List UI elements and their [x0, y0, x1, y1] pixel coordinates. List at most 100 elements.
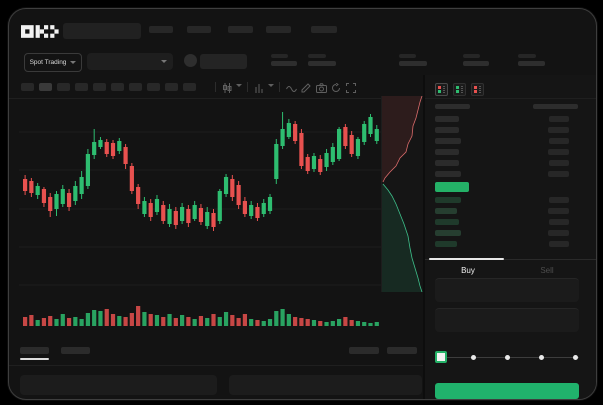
tab-buy[interactable]: Buy [461, 266, 475, 275]
amount-slider[interactable] [435, 350, 579, 363]
chart-scale-toggle[interactable] [387, 347, 417, 354]
panel-divider [423, 75, 425, 399]
order-panel-bg [425, 75, 596, 399]
camera-icon[interactable] [315, 82, 327, 94]
fullscreen-icon[interactable] [345, 82, 357, 94]
price-input[interactable] [435, 278, 579, 302]
ask-row-amount [549, 160, 569, 166]
nav-item[interactable] [228, 26, 253, 33]
candlestick-chart [19, 112, 381, 286]
timeframe-button[interactable] [111, 83, 124, 91]
ask-row-amount [548, 149, 569, 155]
timeframe-button[interactable] [21, 83, 34, 91]
timeframe-button[interactable] [183, 83, 196, 91]
timeframe-button[interactable] [147, 83, 160, 91]
token-icon-placeholder [184, 54, 197, 67]
search-input[interactable] [63, 23, 141, 39]
bid-row-price[interactable] [435, 230, 461, 236]
slider-stop[interactable] [573, 354, 578, 360]
chevron-down-icon[interactable] [268, 84, 274, 105]
stat-label-placeholder [271, 54, 288, 58]
wave-icon[interactable] [285, 82, 297, 94]
pair-selector-label: Spot Trading [29, 59, 67, 66]
bottom-tab[interactable] [20, 347, 49, 354]
slider-stop[interactable] [505, 354, 510, 360]
refresh-icon[interactable] [330, 82, 342, 94]
okx-logo [21, 25, 59, 38]
nav-item[interactable] [266, 26, 291, 33]
book-buy-icon[interactable] [453, 83, 466, 96]
depth-chart [381, 96, 427, 292]
chart-scale-toggle[interactable] [349, 347, 379, 354]
ask-row-price[interactable] [435, 149, 459, 155]
nav-item[interactable] [149, 26, 173, 33]
ask-row-amount [548, 127, 569, 133]
toolbar-divider [279, 82, 280, 92]
pair-selector-button[interactable]: Spot Trading [24, 53, 82, 72]
indicator-icon[interactable] [253, 82, 265, 94]
chevron-down-icon [70, 61, 77, 64]
book-split-icon[interactable] [435, 83, 448, 96]
slider-handle[interactable] [435, 350, 447, 363]
stat-value-placeholder [463, 61, 489, 66]
stat-value-placeholder [518, 61, 545, 66]
amount-input[interactable] [435, 308, 579, 332]
bid-row-price[interactable] [435, 197, 461, 203]
slider-stop[interactable] [539, 354, 544, 360]
timeframe-button[interactable] [39, 83, 52, 91]
buy-submit-button[interactable] [435, 383, 579, 399]
bid-row-amount [549, 241, 569, 247]
ask-row-price[interactable] [435, 160, 459, 166]
candle-style-icon[interactable] [221, 82, 233, 94]
toolbar-divider [247, 82, 248, 92]
chevron-down-icon[interactable] [236, 84, 242, 105]
last-price-bar [435, 182, 469, 192]
bid-row-price[interactable] [435, 219, 459, 225]
timeframe-button[interactable] [165, 83, 178, 91]
stat-label-placeholder [308, 54, 326, 58]
ask-row-price[interactable] [435, 127, 459, 133]
ask-row-price[interactable] [435, 171, 461, 177]
divider [425, 98, 596, 99]
stat-value-placeholder [399, 61, 427, 66]
tab-sell[interactable]: Sell [540, 266, 554, 275]
bid-row-amount [548, 230, 569, 236]
bottom-tab[interactable] [61, 347, 90, 354]
ask-row-price[interactable] [435, 138, 461, 144]
volume-chart [23, 306, 379, 326]
bottom-tab-active-underline [20, 358, 49, 360]
chevron-down-icon [161, 60, 167, 63]
book-sell-icon[interactable] [471, 83, 484, 96]
bid-row-amount [549, 219, 569, 225]
header-action-button[interactable] [200, 54, 247, 69]
slider-stop[interactable] [471, 354, 476, 360]
ask-row-price[interactable] [435, 116, 459, 122]
draw-icon[interactable] [300, 82, 312, 94]
toolbar-divider [215, 82, 216, 92]
timeframe-button[interactable] [75, 83, 88, 91]
nav-item[interactable] [187, 26, 211, 33]
nav-item[interactable] [311, 26, 337, 33]
bottom-panel-placeholder [229, 375, 422, 395]
ask-row-amount [548, 171, 569, 177]
app-window: Spot Trading [8, 8, 597, 400]
tabs-divider [425, 259, 596, 260]
ask-row-amount [549, 138, 569, 144]
bottom-panel-placeholder [20, 375, 217, 395]
stat-value-placeholder [271, 61, 297, 66]
book-col-header-amount [533, 104, 578, 109]
stat-label-placeholder [399, 54, 416, 58]
timeframe-button[interactable] [57, 83, 70, 91]
active-tab-indicator [429, 258, 504, 260]
divider [9, 98, 596, 99]
ask-row-amount [549, 116, 569, 122]
stat-label-placeholder [518, 54, 536, 58]
timeframe-button[interactable] [129, 83, 142, 91]
timeframe-button[interactable] [93, 83, 106, 91]
bid-row-price[interactable] [435, 208, 457, 214]
stat-label-placeholder [463, 54, 480, 58]
bid-row-price[interactable] [435, 241, 457, 247]
symbol-select[interactable] [87, 53, 173, 70]
bid-row-amount [549, 197, 569, 203]
